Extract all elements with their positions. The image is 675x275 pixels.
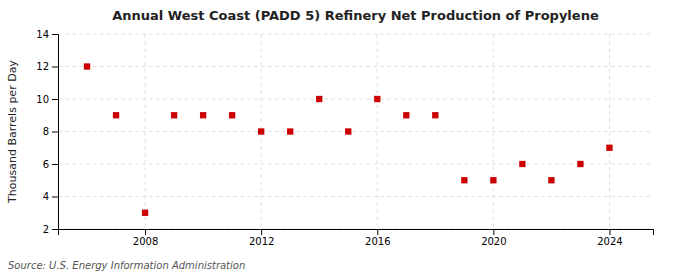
point bbox=[200, 112, 206, 118]
point bbox=[432, 112, 438, 118]
grid-line bbox=[58, 164, 653, 165]
tick-mark bbox=[377, 229, 378, 235]
tick-label: 2016 bbox=[365, 236, 390, 247]
tick-mark bbox=[145, 229, 146, 235]
tick-mark bbox=[52, 67, 58, 68]
tick-mark bbox=[52, 197, 58, 198]
tick-label: 2 bbox=[43, 224, 49, 235]
plot-area: 2008 2012 2016 2020 2024 2 4 6 8 10 12 14 bbox=[36, 29, 653, 247]
grid-line bbox=[58, 34, 653, 35]
tick: 2 bbox=[43, 224, 58, 235]
source: Source: U.S. Energy Information Administ… bbox=[8, 260, 245, 271]
point bbox=[229, 112, 235, 118]
tick: 2024 bbox=[597, 229, 622, 247]
grid-line bbox=[58, 131, 653, 132]
tick: 2012 bbox=[249, 229, 274, 247]
tick: 2008 bbox=[133, 229, 158, 247]
grid-line bbox=[58, 99, 653, 100]
tick-mark bbox=[52, 132, 58, 133]
tick-label: 12 bbox=[36, 61, 49, 72]
tick-mark bbox=[52, 34, 58, 35]
grid-line bbox=[609, 34, 610, 229]
grid-line bbox=[377, 34, 378, 229]
point bbox=[519, 161, 525, 167]
tick-mark bbox=[493, 229, 494, 235]
tick-mark bbox=[52, 99, 58, 100]
point bbox=[258, 128, 264, 134]
point bbox=[461, 177, 467, 183]
axis-line bbox=[59, 230, 654, 236]
grid-line bbox=[493, 34, 494, 229]
point bbox=[490, 177, 496, 183]
tick: 2020 bbox=[481, 229, 506, 247]
tick: 2016 bbox=[365, 229, 390, 247]
tick-mark bbox=[261, 229, 262, 235]
grid-line bbox=[58, 66, 653, 67]
points bbox=[84, 63, 613, 216]
point bbox=[374, 96, 380, 102]
axis-line bbox=[52, 35, 59, 230]
y-axis-label: Thousand Barrels per Day bbox=[6, 60, 19, 204]
point bbox=[577, 161, 583, 167]
tick: 14 bbox=[36, 29, 58, 40]
x-axis: 2008 2012 2016 2020 2024 bbox=[59, 229, 654, 247]
point bbox=[142, 210, 148, 216]
tick-label: 2008 bbox=[133, 236, 158, 247]
point bbox=[548, 177, 554, 183]
tick-label: 14 bbox=[36, 29, 49, 40]
tick-mark bbox=[52, 164, 58, 165]
tick-mark bbox=[52, 229, 58, 230]
tick: 10 bbox=[36, 94, 58, 105]
tick-label: 6 bbox=[43, 159, 49, 170]
tick-label: 2024 bbox=[597, 236, 622, 247]
tick: 12 bbox=[36, 61, 58, 72]
tick: 4 bbox=[43, 191, 58, 202]
tick-label: 2020 bbox=[481, 236, 506, 247]
point bbox=[84, 63, 90, 69]
grid-line bbox=[58, 196, 653, 197]
point bbox=[345, 128, 351, 134]
tick: 8 bbox=[43, 126, 58, 137]
tick-label: 10 bbox=[36, 94, 49, 105]
title: Annual West Coast (PADD 5) Refinery Net … bbox=[112, 8, 599, 23]
tick-label: 2012 bbox=[249, 236, 274, 247]
point bbox=[316, 96, 322, 102]
chart: 2008 2012 2016 2020 2024 2 4 6 8 10 12 14 Annual Wes… bbox=[0, 0, 675, 275]
point bbox=[113, 112, 119, 118]
grid bbox=[58, 34, 653, 229]
point bbox=[403, 112, 409, 118]
tick-label: 8 bbox=[43, 126, 49, 137]
tick-label: 4 bbox=[43, 191, 49, 202]
grid-line bbox=[145, 34, 146, 229]
point bbox=[171, 112, 177, 118]
tick: 6 bbox=[43, 159, 58, 170]
point bbox=[287, 128, 293, 134]
point bbox=[606, 145, 612, 151]
tick-mark bbox=[609, 229, 610, 235]
y-axis: 2 4 6 8 10 12 14 bbox=[36, 29, 58, 235]
